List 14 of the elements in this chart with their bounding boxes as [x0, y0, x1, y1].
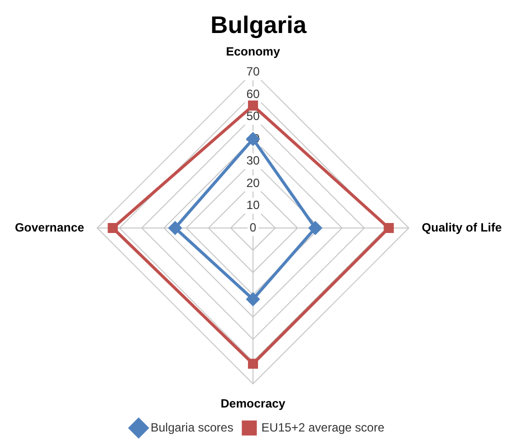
y-tick-label: 60	[246, 86, 260, 101]
y-tick-label: 70	[246, 64, 260, 79]
spoke-label: Economy	[226, 44, 280, 58]
y-tick-label: 0	[250, 220, 257, 234]
spoke-label: Democracy	[220, 396, 286, 410]
legend-label: EU15+2 average score	[261, 420, 385, 434]
chart-title: Bulgaria	[210, 12, 308, 40]
spoke-label: Quality of Life	[422, 220, 502, 234]
y-tick-label: 30	[246, 154, 260, 168]
spoke-label: Governance	[14, 220, 85, 234]
y-tick-label: 10	[246, 198, 260, 212]
y-tick-label: 20	[246, 176, 260, 190]
y-tick-label: 50	[246, 109, 260, 124]
legend-label: Bulgaria scores	[150, 420, 234, 434]
